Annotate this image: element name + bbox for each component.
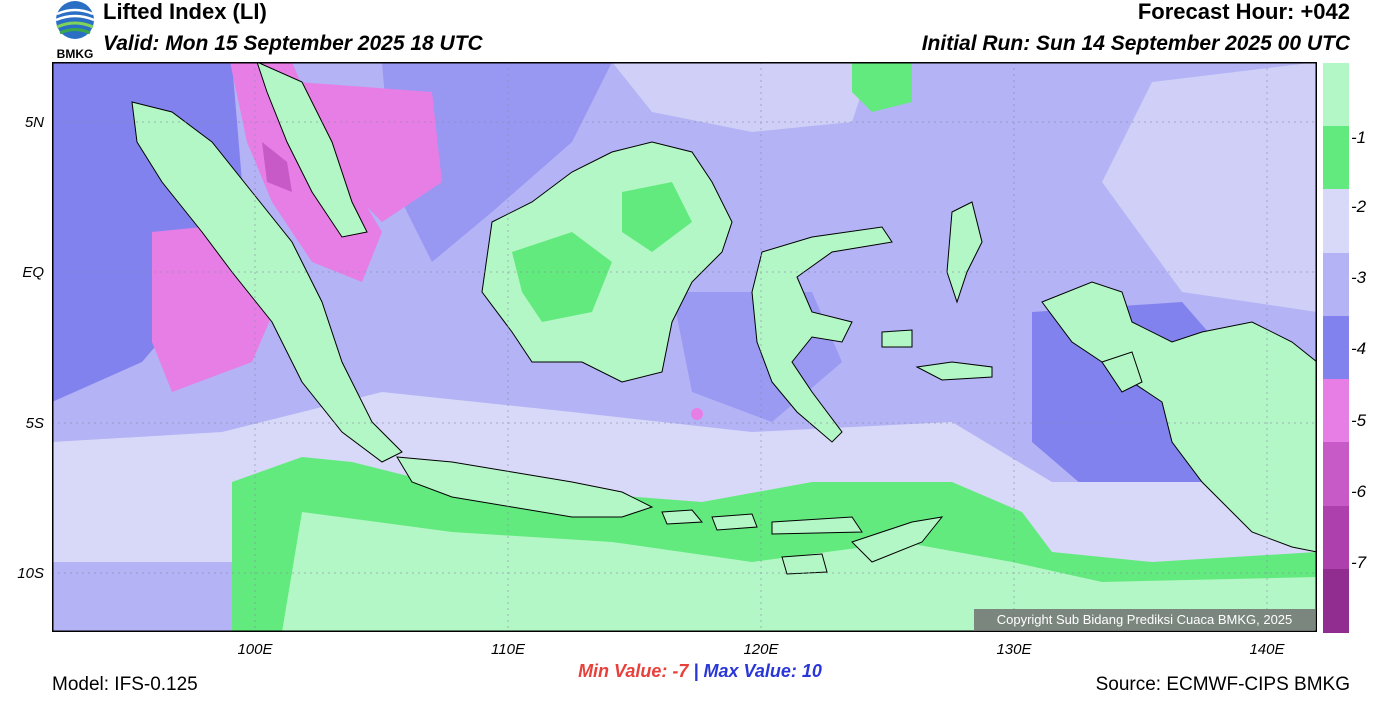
colorbar-label-m7: -7 <box>1351 553 1367 572</box>
colorbar-segment <box>1323 379 1349 444</box>
lon-label-100e: 100E <box>237 641 273 658</box>
lifted-index-map <box>52 62 1317 632</box>
min-value-label: Min Value: <box>578 661 668 681</box>
min-value: -7 <box>672 661 689 681</box>
bmkg-logo: BMKG <box>55 1 95 60</box>
logo-text: BMKG <box>57 47 94 60</box>
field-borneo-green <box>512 232 612 322</box>
island-flores <box>771 516 863 535</box>
island-timor <box>851 516 944 563</box>
colorbar-label-m1: -1 <box>1351 128 1367 147</box>
island-sumatra <box>131 101 403 463</box>
field-core-unstable <box>262 142 292 192</box>
valid-time: Valid: Mon 15 September 2025 18 UTC <box>103 32 483 55</box>
lon-label-110e: 110E <box>491 641 525 658</box>
colorbar-segment <box>1323 63 1349 127</box>
colorbar-segment <box>1323 568 1349 633</box>
colorbar-label-m5: -5 <box>1351 411 1367 430</box>
colorbar-label-m2: -2 <box>1351 197 1367 216</box>
island-sumba <box>781 553 828 575</box>
colorbar-label-m6: -6 <box>1351 482 1367 501</box>
graticule <box>52 62 1317 632</box>
island-java <box>396 456 654 518</box>
lat-label-eq: EQ <box>22 264 44 281</box>
min-max-values: Min Value: -7 | Max Value: 10 <box>0 661 1400 682</box>
field-scs <box>382 62 612 262</box>
lat-label-5n: 5N <box>24 114 44 131</box>
lon-label-120e: 120E <box>743 641 779 658</box>
forecast-hour: Forecast Hour: +042 <box>1137 0 1350 24</box>
colorbar-segment <box>1323 252 1349 317</box>
island-sulawesi <box>751 226 893 443</box>
island-buru <box>881 329 913 348</box>
source-label: Source: ECMWF-CIPS BMKG <box>1095 674 1350 695</box>
lat-label-10s: 10S <box>17 565 44 582</box>
min-max-separator: | <box>693 661 699 681</box>
copyright-notice: Copyright Sub Bidang Prediksi Cuaca BMKG… <box>974 609 1315 631</box>
island-papua <box>1041 281 1317 553</box>
field-mindanao <box>852 62 912 112</box>
field-north-light <box>612 62 872 132</box>
colorbar-label-m3: -3 <box>1351 268 1367 287</box>
colorbar-segment <box>1323 189 1349 254</box>
field-malay-unstable <box>297 82 442 222</box>
colorbar-segment <box>1323 442 1349 507</box>
model-label: Model: IFS-0.125 <box>52 674 198 695</box>
lat-label-5s: 5S <box>25 415 44 432</box>
island-seram <box>915 361 993 381</box>
max-value: 10 <box>801 661 822 681</box>
field-borneo-green-2 <box>622 182 692 252</box>
colorbar-segment <box>1323 126 1349 191</box>
lon-label-130e: 130E <box>996 641 1032 658</box>
malay-peninsula <box>256 62 368 238</box>
initial-run: Initial Run: Sun 14 September 2025 00 UT… <box>921 32 1350 55</box>
colorbar-segment <box>1323 315 1349 380</box>
max-value-label: Max Value: <box>703 661 797 681</box>
island-bali-lombok <box>661 509 704 525</box>
field-pacific-light <box>1102 62 1317 312</box>
colorbar-segment <box>1323 505 1349 570</box>
map-frame <box>52 62 1317 632</box>
island-sumbawa <box>711 513 758 531</box>
map-title: Lifted Index (LI) <box>103 0 267 24</box>
lon-label-140e: 140E <box>1249 641 1285 658</box>
island-birdshead-bay <box>1101 351 1143 393</box>
colorbar-label-m4: -4 <box>1351 339 1367 358</box>
colorbar <box>1323 63 1349 633</box>
field-small-unstable <box>691 408 703 420</box>
